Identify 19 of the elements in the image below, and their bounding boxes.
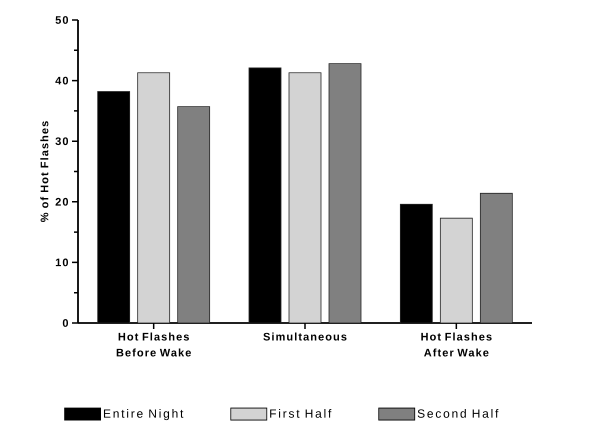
- bar: [440, 218, 473, 323]
- y-tick-label: 0: [62, 319, 68, 327]
- legend-label: Second Half: [418, 409, 498, 418]
- y-axis-title: % of Hot Flashes: [40, 121, 48, 222]
- bar: [328, 63, 362, 323]
- bar: [137, 72, 170, 323]
- x-tick-label: Simultaneous: [263, 332, 346, 341]
- legend-label: First Half: [270, 409, 332, 418]
- x-tick-label: Hot Flashes Before Wake: [116, 332, 191, 357]
- bar: [288, 72, 322, 323]
- bar: [480, 192, 513, 323]
- y-tick-label: 10: [56, 258, 68, 266]
- x-tick-label: Hot Flashes After Wake: [421, 332, 492, 357]
- y-tick-label: 20: [56, 198, 68, 206]
- y-tick-label: 50: [56, 16, 68, 24]
- bar: [177, 106, 210, 323]
- legend-label: Entire Night: [104, 409, 184, 420]
- y-tick-label: 40: [55, 76, 68, 84]
- y-tick-label: 30: [55, 137, 68, 146]
